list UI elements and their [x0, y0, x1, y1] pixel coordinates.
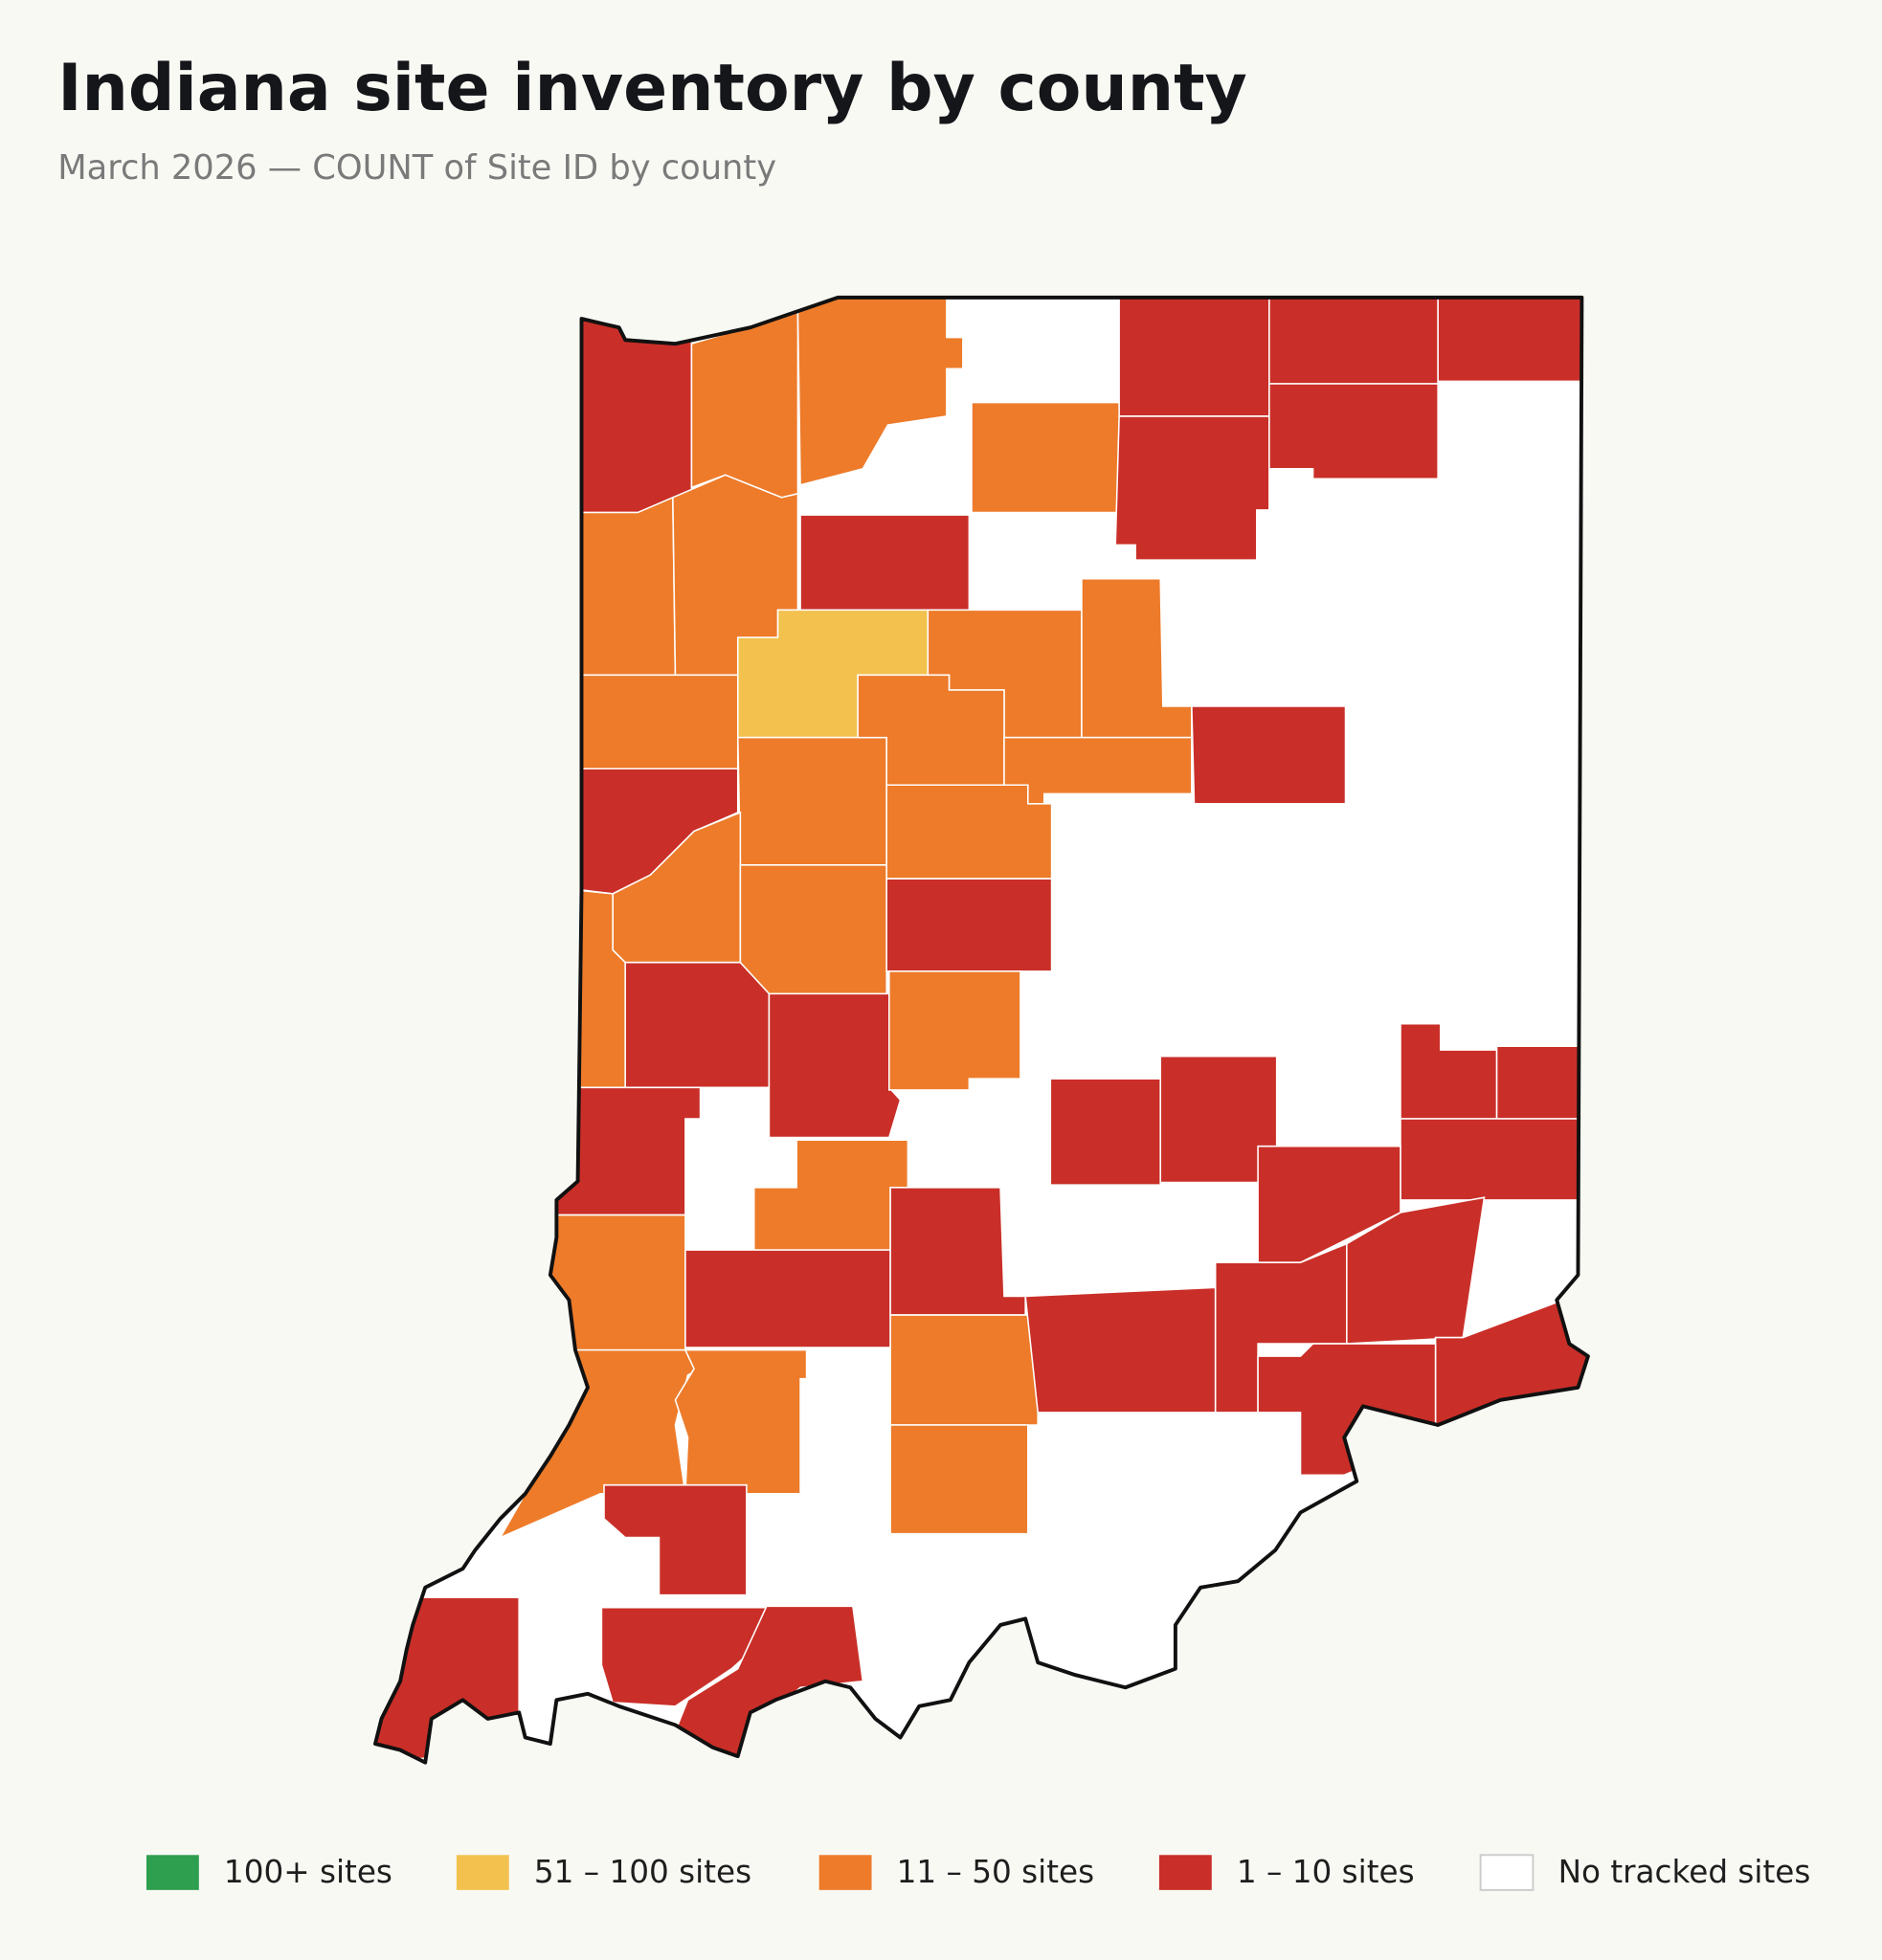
county: [1400, 1118, 1583, 1201]
county: [690, 311, 799, 499]
county: [1191, 705, 1347, 805]
legend-label: No tracked sites: [1558, 1854, 1811, 1890]
county: [888, 970, 1021, 1091]
legend-swatch: [1158, 1855, 1212, 1890]
county: [1049, 1078, 1162, 1186]
county: [536, 1214, 686, 1351]
legend-swatch: [146, 1855, 199, 1890]
county: [1214, 1242, 1348, 1414]
county: [739, 864, 887, 995]
county: [684, 1249, 891, 1348]
county: [885, 878, 1053, 972]
county: [1003, 736, 1193, 805]
county: [1437, 297, 1588, 383]
legend-swatch: [456, 1855, 509, 1890]
county: [971, 401, 1123, 514]
county: [1268, 383, 1439, 480]
county: [1257, 1145, 1401, 1263]
county: [374, 1596, 520, 1763]
county: [1114, 415, 1270, 561]
county: [889, 1424, 1029, 1535]
county: [768, 992, 902, 1139]
counties: [374, 297, 1588, 1763]
county: [1495, 1045, 1583, 1120]
map-subtitle: March 2026 — COUNT of Site ID by county: [57, 148, 776, 188]
county: [549, 1086, 702, 1216]
legend: 100+ sites 51 – 100 sites 11 – 50 sites 1 –…: [146, 1854, 1811, 1891]
county: [889, 1314, 1040, 1426]
county: [736, 736, 887, 866]
map-title: Indiana site inventory by county: [57, 51, 1247, 126]
county: [580, 496, 677, 677]
county: [1346, 1196, 1486, 1345]
county: [885, 784, 1053, 880]
county: [603, 1483, 748, 1596]
county: [1268, 297, 1439, 385]
county: [580, 674, 739, 770]
county: [1118, 297, 1270, 417]
legend-label: 100+ sites: [224, 1854, 392, 1890]
legend-swatch: [1479, 1854, 1535, 1891]
legend-label: 11 – 50 sites: [897, 1854, 1094, 1890]
county: [796, 297, 964, 486]
county: [674, 1348, 808, 1495]
county: [799, 514, 971, 612]
county: [1024, 1286, 1217, 1414]
legend-label: 51 – 100 sites: [534, 1854, 751, 1890]
legend-label: 1 – 10 sites: [1237, 1854, 1415, 1890]
county: [624, 961, 771, 1089]
legend-swatch: [818, 1855, 872, 1890]
